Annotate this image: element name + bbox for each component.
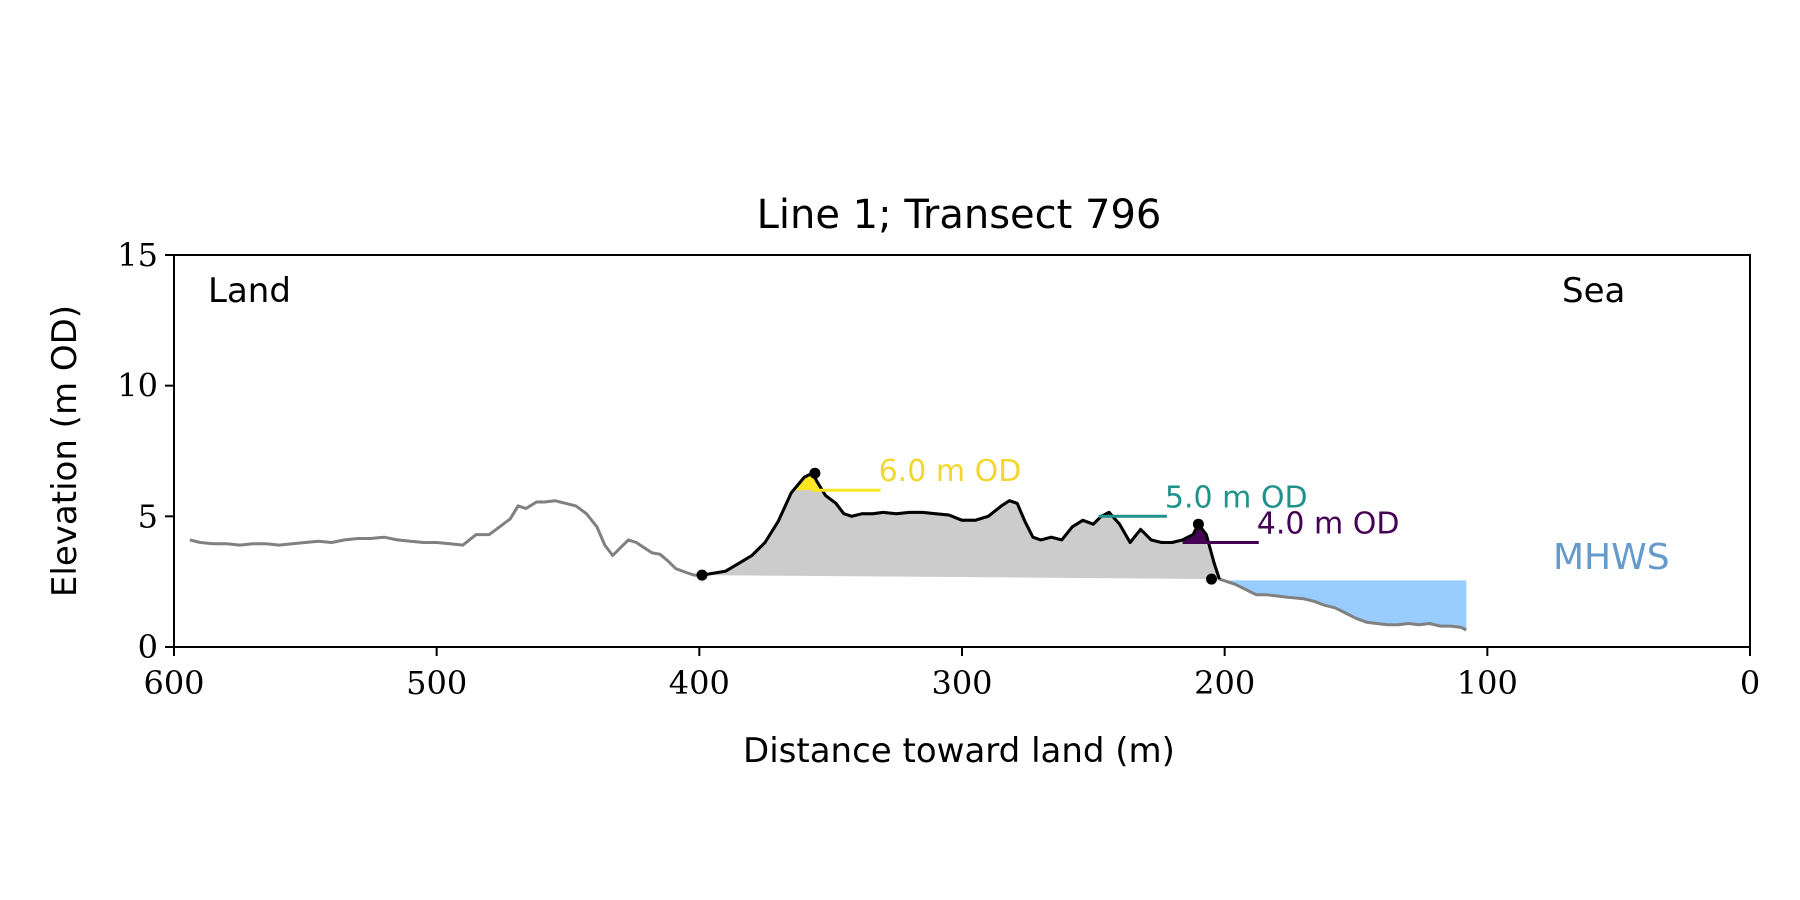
axes-frame <box>173 254 1751 648</box>
land-label: Land <box>208 271 291 311</box>
x-tick-label: 0 <box>1740 664 1760 702</box>
x-tick-label: 600 <box>143 664 204 702</box>
level-label-0: 6.0 m OD <box>879 454 1022 489</box>
level-label-2: 4.0 m OD <box>1257 507 1400 542</box>
level-label-1: 5.0 m OD <box>1165 480 1308 515</box>
y-tick-label: 5 <box>138 497 158 535</box>
y-tick-label: 15 <box>117 236 158 274</box>
x-tick-label: 300 <box>931 664 992 702</box>
x-tick-label: 200 <box>1194 664 1255 702</box>
x-axis-label: Distance toward land (m) <box>743 731 1175 771</box>
x-axis: 600 500 400 300 200 100 0 <box>143 647 1760 702</box>
marker-point-3 <box>1206 573 1217 585</box>
marker-point-1 <box>809 467 821 479</box>
y-axis: 0 5 10 15 <box>117 236 174 666</box>
plot-area: 6.0 m OD 5.0 m OD4.0 m OD <box>189 454 1467 632</box>
sea-label: Sea <box>1562 271 1625 311</box>
chart-title: Line 1; Transect 796 <box>757 192 1162 238</box>
y-tick-label: 10 <box>117 367 158 405</box>
marker-point-0 <box>696 569 708 581</box>
x-tick-label: 100 <box>1457 664 1518 702</box>
dune-fill <box>702 473 1220 580</box>
x-tick-label: 400 <box>669 664 730 702</box>
mhws-label: MHWS <box>1553 537 1670 578</box>
y-tick-label: 0 <box>138 628 158 666</box>
x-tick-label: 500 <box>406 664 467 702</box>
y-axis-label: Elevation (m OD) <box>45 305 85 597</box>
level-6-fill <box>778 473 857 491</box>
marker-point-2 <box>1192 518 1204 530</box>
mhws-area <box>1219 580 1467 630</box>
